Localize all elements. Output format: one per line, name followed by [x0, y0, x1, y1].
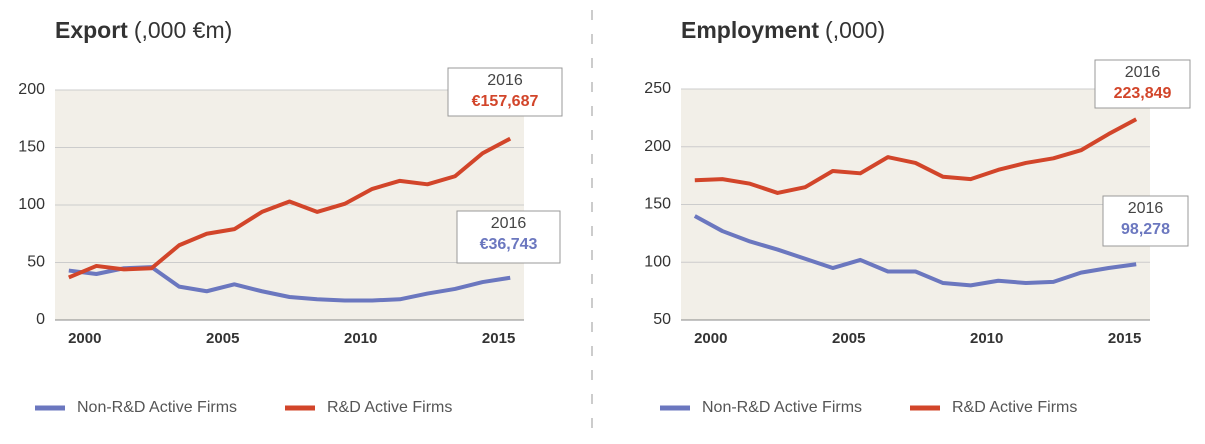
x-tick-label: 2005: [206, 330, 239, 347]
legend-label: R&D Active Firms: [327, 399, 452, 416]
series-line: [694, 117, 1138, 195]
chart-title: Employment (,000): [681, 17, 885, 43]
y-tick-label: 150: [644, 196, 671, 213]
y-tick-label: 100: [644, 253, 671, 270]
x-tick-label: 2005: [832, 330, 865, 347]
legend-label: R&D Active Firms: [952, 399, 1077, 416]
annotation-box: [447, 67, 563, 117]
y-tick-label: 150: [18, 139, 45, 156]
x-tick-label: 2000: [68, 330, 101, 347]
series-line: [693, 214, 1137, 288]
title-unit: (,000 €m): [134, 17, 232, 43]
annotation-year: 2016: [491, 215, 527, 232]
title-main: Export: [55, 17, 128, 43]
annotation-value: 223,849: [1114, 85, 1172, 102]
y-tick-label: 100: [18, 196, 45, 213]
annotation-box: [456, 210, 561, 264]
x-tick-label: 2000: [694, 330, 727, 347]
y-tick-label: 50: [27, 254, 45, 271]
annotation-box: [1094, 59, 1191, 109]
legend-label: Non-R&D Active Firms: [77, 399, 237, 416]
x-tick-label: 2015: [482, 330, 515, 347]
annotation-box: [1102, 195, 1189, 247]
x-tick-label: 2015: [1108, 330, 1141, 347]
annotation-value: €36,743: [480, 236, 538, 253]
annotation-year: 2016: [487, 72, 523, 89]
x-tick-label: 2010: [970, 330, 1003, 347]
annotation-year: 2016: [1128, 200, 1164, 217]
title-main: Employment: [681, 17, 819, 43]
annotation-value: €157,687: [472, 93, 539, 110]
annotation-year: 2016: [1125, 64, 1161, 81]
legend-label: Non-R&D Active Firms: [702, 399, 862, 416]
y-tick-label: 250: [644, 80, 671, 97]
series-line: [68, 136, 512, 280]
y-tick-label: 200: [18, 81, 45, 98]
y-tick-label: 200: [644, 138, 671, 155]
x-tick-label: 2010: [344, 330, 377, 347]
annotation-value: 98,278: [1121, 221, 1170, 238]
title-unit: (,000): [825, 17, 885, 43]
y-tick-label: 0: [36, 311, 45, 328]
y-tick-label: 50: [653, 311, 671, 328]
chart-title: Export (,000 €m): [55, 17, 232, 43]
